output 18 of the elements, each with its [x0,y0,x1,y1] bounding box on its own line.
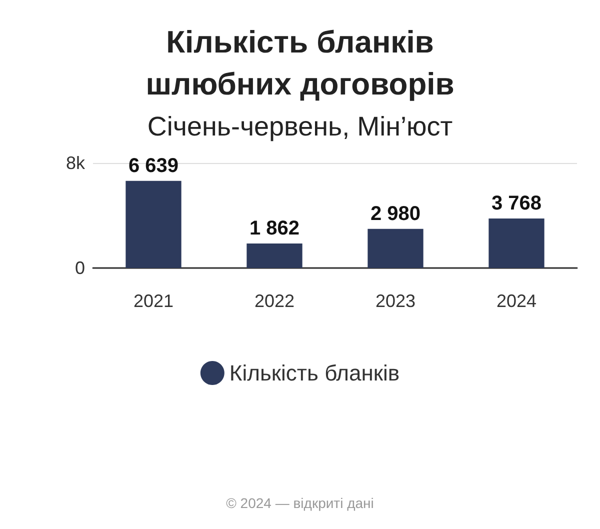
data-label: 6 639 [128,154,179,177]
x-tick-label: 2023 [375,291,416,311]
text: © 2024 — відкриті дані [226,495,374,511]
legend-label: Кількість бланків [229,360,400,386]
y-tick-label: 0 [74,258,85,278]
x-tick-label: 2024 [496,291,537,311]
bar [126,180,182,268]
bar [246,244,302,268]
data-label: 2 980 [370,202,421,225]
chart-subtitle: Січень-червень, Мін’юст [147,112,453,142]
data-label: 1 862 [249,218,300,240]
x-tick-label: 2021 [133,291,174,311]
bar [488,218,544,268]
y-tick-label: 8k [66,153,86,173]
bar [368,228,424,268]
chart-title: Кількість бланків шлюбних договорів [146,24,454,102]
data-label: 3 768 [491,192,542,215]
x-tick-label: 2022 [254,291,295,311]
